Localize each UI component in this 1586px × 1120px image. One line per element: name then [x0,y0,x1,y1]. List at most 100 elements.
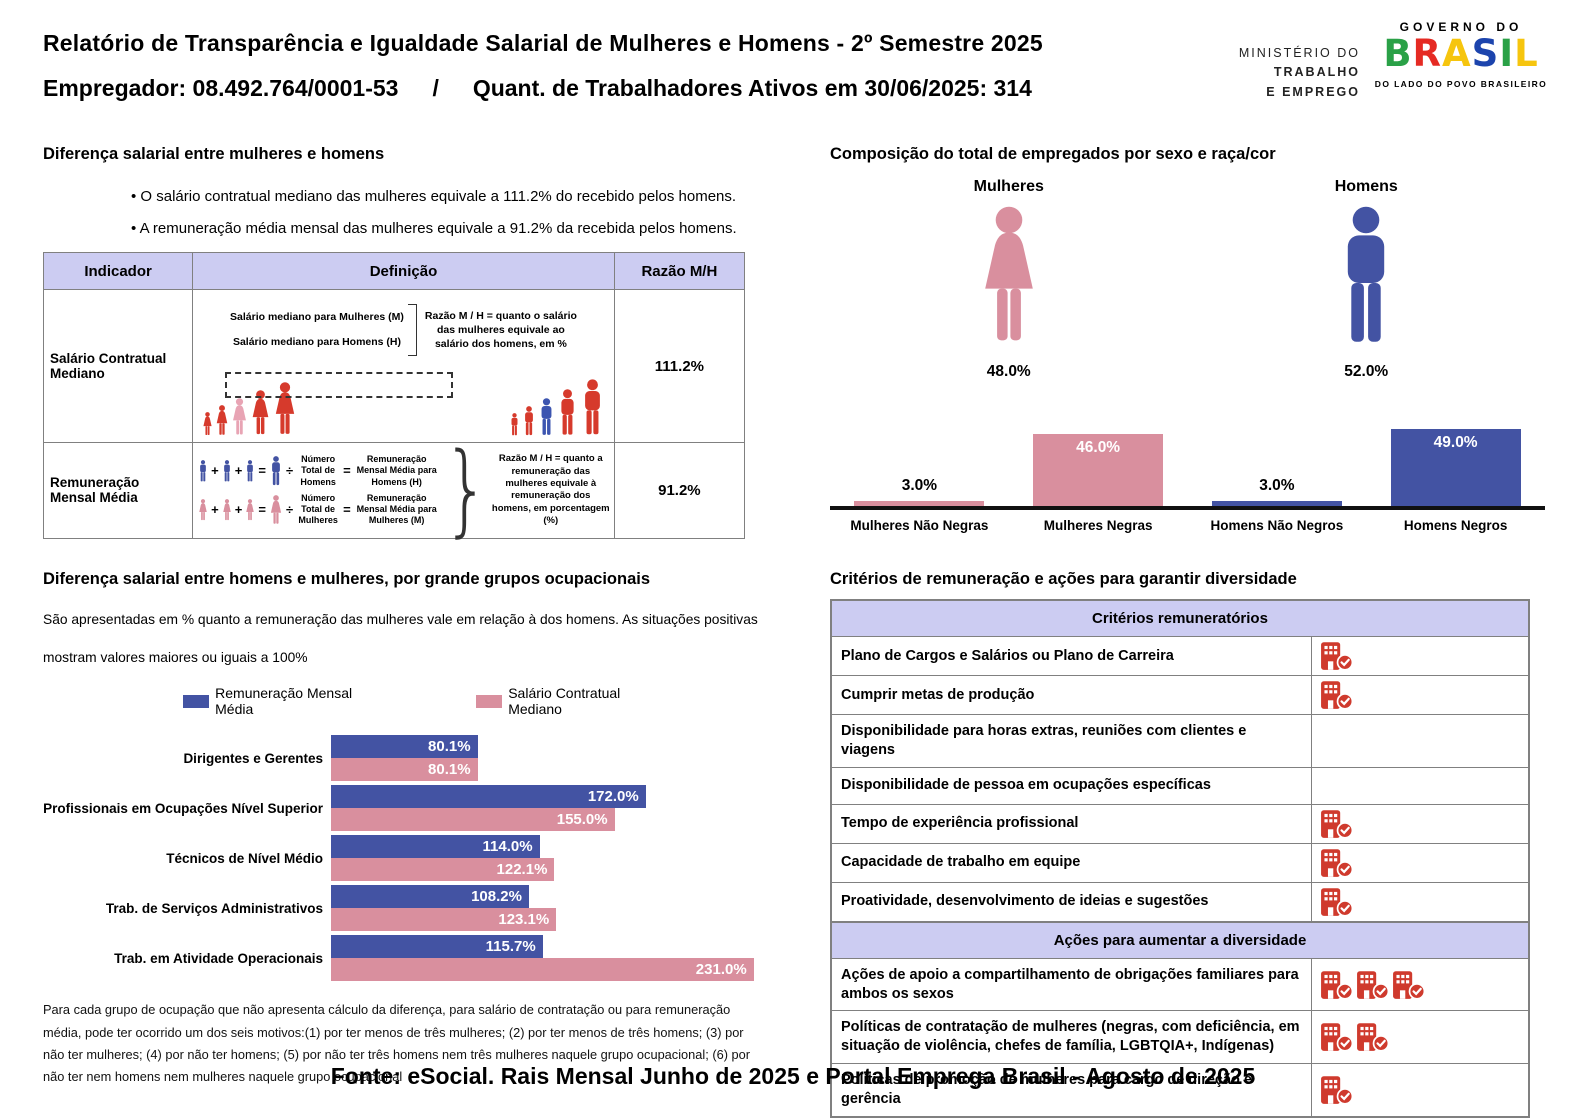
indicator-mean-pay: Remuneração Mensal Média [42,442,194,539]
active-workers: Quant. de Trabalhadores Ativos em 30/06/… [472,75,1032,101]
composition-bar-chart: 3.0% 46.0% 3.0% 49.0% [830,421,1545,533]
definition-mean-diagram: + + = ÷ Número Total de Homens = Remuneraç… [192,432,615,549]
company-check-icon [1320,680,1354,710]
table-row: Ações de apoio a compartilhamento de obr… [832,958,1528,1012]
men-percentage: 52.0% [1344,363,1389,380]
man-icon [557,389,578,436]
men-summary: Homens 52.0% [1188,178,1546,381]
bar-salario: 123.1% [331,908,557,932]
table-row: Salário Contratual Mediano Salário media… [42,289,746,443]
company-check-icon [1356,970,1390,1000]
criteria-title: Critérios de remuneração e ações para ga… [830,570,1297,588]
col-indicador: Indicador [42,252,194,290]
gov-brasil-logo: GOVERNO DO BRASIL DO LADO DO POVO BRASIL… [1372,20,1550,89]
indicator-table: Indicador Definição Razão M/H Salário Co… [42,252,746,549]
man-icon [522,406,536,436]
bar-value-label: 49.0% [1433,434,1478,451]
table-row: Plano de Cargos e Salários ou Plano de C… [832,637,1528,676]
criteria-marks [1312,676,1528,714]
occupational-section: Diferença salarial entre homens e mulher… [43,570,761,1089]
chart-group: Profissionais em Ocupações Nível Superio… [43,785,761,832]
bar-homens-nao-negros [1211,501,1342,506]
separator: / [432,75,439,101]
women-percentage: 48.0% [986,363,1031,380]
criteria-marks [1312,805,1528,843]
women-equation: + + = ÷ Número Total de Mulheres = Remuner… [197,493,441,527]
indicator-median-salary: Salário Contratual Mediano [42,289,194,443]
brace-shape: } [442,432,490,549]
bullet-mean-pay: • A remuneração média mensal das mulhere… [131,220,737,237]
page-title: Relatório de Transparência e Igualdade S… [43,30,1043,56]
woman-icon [202,412,213,436]
chart-group: Técnicos de Nível Médio 114.0% 122.1% [43,835,761,882]
company-check-icon [1320,641,1354,671]
occupational-subtitle: São apresentadas em % quanto a remuneraç… [43,612,758,666]
legend-swatch-pink [476,694,503,708]
man-icon [580,379,605,436]
chart-baseline [830,506,1545,510]
man-icon-median [538,398,555,436]
bar-homens-negros: 49.0% [1390,429,1521,506]
chart-legend: Remuneração Mensal Média Salário Contrat… [183,685,761,717]
bar-remuneracao: 172.0% [331,785,646,809]
bar-salario: 80.1% [331,758,478,782]
bar-remuneracao: 80.1% [331,735,478,759]
employer-id: Empregador: 08.492.764/0001-53 [43,75,399,101]
legend-swatch-blue [183,694,210,708]
women-summary: Mulheres 48.0% [830,178,1188,381]
company-check-icon [1320,809,1354,839]
ministry-logo: MINISTÉRIO DO TRABALHO E EMPREGO [1238,46,1360,99]
woman-icon-large [978,333,1040,350]
median-people-diagram [197,370,610,436]
bar-salario: 122.1% [331,858,555,882]
bar-value-label: 3.0% [901,477,938,494]
chart-group: Dirigentes e Gerentes 80.1% 80.1% [43,735,761,782]
company-check-icon [1356,1022,1390,1052]
table-row: Cumprir metas de produção [832,676,1528,715]
median-dashed-box [225,372,454,398]
company-check-icon [1320,970,1354,1000]
employer-line: Empregador: 08.492.764/0001-53 / Quant. de… [43,75,1183,102]
criteria-marks [1312,959,1528,1011]
bar-value-label: 46.0% [1076,439,1121,456]
bar-value-label: 3.0% [1259,477,1295,494]
bar-mulheres-negras: 46.0% [1033,434,1164,506]
occupational-bar-chart: Dirigentes e Gerentes 80.1% 80.1% Profis… [43,735,761,982]
table-row: Políticas de promoção de mulheres para c… [832,1064,1528,1116]
criteria-marks [1312,883,1528,921]
criteria-marks [1312,637,1528,675]
men-equation: + + = ÷ Número Total de Homens = Remuneraç… [197,454,441,488]
criteria-marks [1312,715,1528,767]
table-row: Políticas de contratação de mulheres (ne… [832,1011,1528,1065]
man-icon [509,413,520,436]
company-check-icon [1320,1022,1354,1052]
bar-salario: 155.0% [331,808,615,832]
criteria-header-acoes: Ações para aumentar a diversidade [832,921,1528,959]
criteria-header-remuneratorios: Critérios remuneratórios [832,601,1528,637]
table-row: Disponibilidade para horas extras, reuni… [832,715,1528,768]
criteria-table: Critérios remuneratórios Plano de Cargos… [830,599,1530,1118]
salary-difference-bullets: • O salário contratual mediano das mulhe… [131,188,745,237]
woman-icon-median [231,398,248,436]
chart-group: Trab. em Atividade Operacionais 115.7% 2… [43,935,761,982]
bar-remuneracao: 115.7% [331,935,543,959]
chart-group: Trab. de Serviços Administrativos 108.2%… [43,885,761,932]
bracket-shape [407,304,417,356]
source-footer: Fonte: eSocial. Rais Mensal Junho de 202… [330,1063,1256,1089]
ratio-median: 111.2% [613,289,746,443]
composition-title: Composição do total de empregados por se… [830,145,1276,163]
brasil-wordmark: BRASIL [1383,32,1539,75]
salary-difference-section: Diferença salarial entre mulheres e home… [42,145,746,549]
criteria-marks [1312,768,1528,804]
composition-section: Composição do total de empregados por se… [830,145,1545,533]
table-row: Capacidade de trabalho em equipe [832,843,1528,883]
table-row: Disponibilidade de pessoa em ocupações e… [832,767,1528,805]
occupational-title: Diferença salarial entre homens e mulher… [43,570,651,588]
criteria-section: Critérios de remuneração e ações para ga… [830,570,1530,1118]
report-header: Relatório de Transparência e Igualdade S… [43,30,1183,102]
col-razao: Razão M/H [613,252,746,290]
bullet-median-salary: • O salário contratual mediano das mulhe… [131,188,737,205]
table-row: Remuneração Mensal Média + + = ÷ Número To… [42,432,746,549]
table-row: Proatividade, desenvolvimento de ideias … [832,882,1528,922]
